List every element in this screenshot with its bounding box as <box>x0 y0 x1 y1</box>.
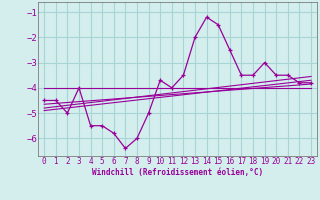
X-axis label: Windchill (Refroidissement éolien,°C): Windchill (Refroidissement éolien,°C) <box>92 168 263 177</box>
